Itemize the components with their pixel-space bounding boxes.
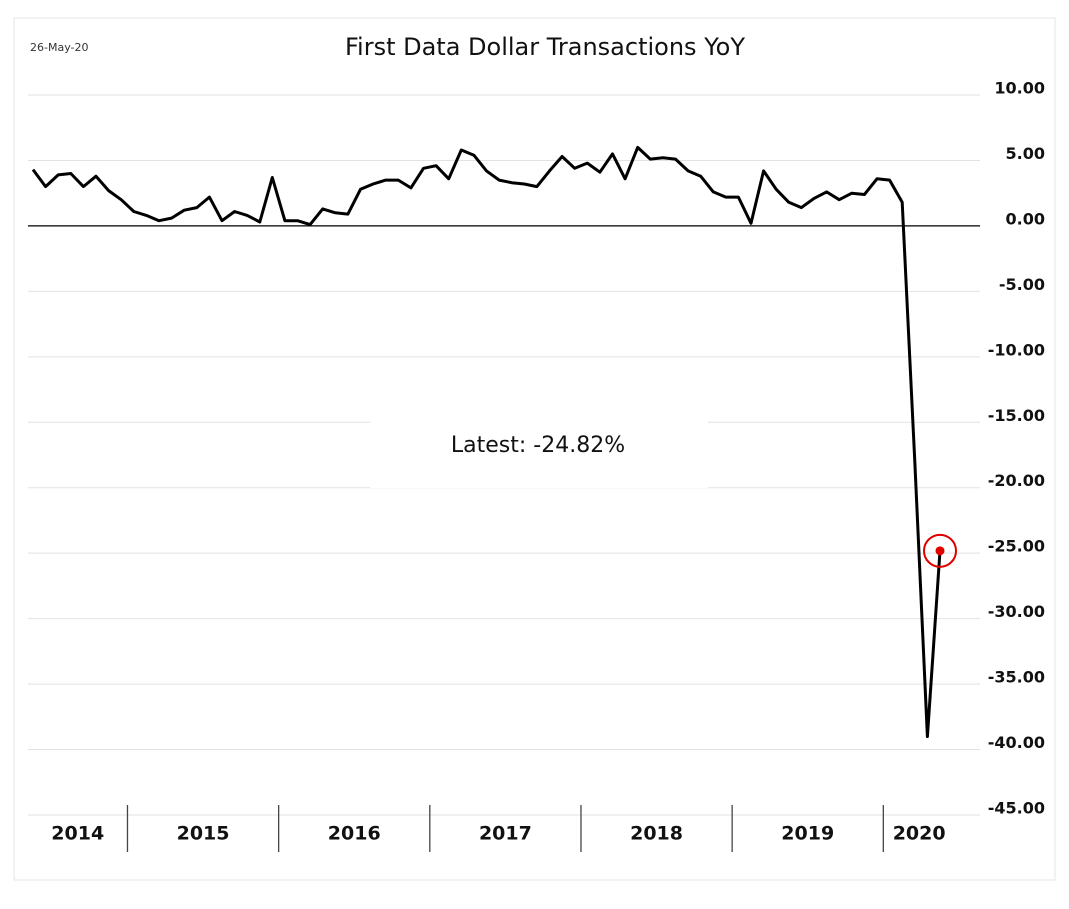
annotation: Latest: -24.82%	[451, 433, 625, 458]
y-tick-label: -45.00	[988, 799, 1045, 818]
y-tick-label: -15.00	[988, 406, 1045, 425]
latest-point	[935, 546, 945, 556]
annotation-bg	[370, 420, 708, 488]
y-tick-label: -25.00	[988, 537, 1045, 556]
date-label: 26-May-20	[30, 41, 88, 54]
x-tick-label: 2019	[781, 823, 834, 845]
y-tick-label: -30.00	[988, 602, 1045, 621]
series-line	[31, 145, 942, 738]
x-tick-label: 2016	[328, 823, 381, 845]
x-tick-label: 2017	[479, 823, 532, 845]
y-tick-label: -20.00	[988, 471, 1045, 490]
x-tick-label: 2018	[630, 823, 683, 845]
y-tick-label: -35.00	[988, 668, 1045, 687]
y-tick-label: 10.00	[994, 79, 1045, 98]
y-tick-label: -10.00	[988, 340, 1045, 359]
y-tick-label: -5.00	[999, 275, 1045, 294]
chart-title: First Data Dollar Transactions YoY	[345, 33, 745, 61]
y-tick-label: -40.00	[988, 733, 1045, 752]
y-tick-label: 0.00	[1006, 209, 1045, 228]
x-tick-label: 2015	[177, 823, 230, 845]
y-tick-label: 5.00	[1006, 144, 1045, 163]
latest-ring	[923, 533, 957, 568]
x-tick-label: 2014	[51, 823, 104, 845]
x-tick-label: 2020	[893, 823, 946, 845]
